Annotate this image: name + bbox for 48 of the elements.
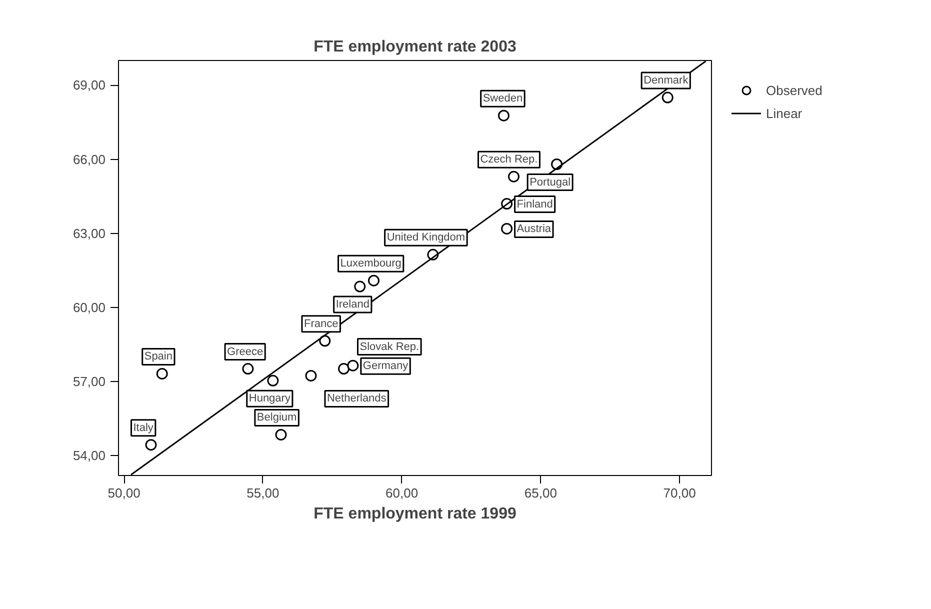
point bbox=[338, 363, 350, 375]
annotation: Sweden bbox=[482, 92, 523, 105]
point bbox=[275, 429, 287, 440]
point bbox=[347, 360, 359, 372]
annotation: Italy bbox=[133, 422, 154, 434]
point bbox=[267, 374, 279, 386]
point bbox=[156, 368, 168, 380]
y-tick-label: 69,00 bbox=[72, 78, 106, 93]
x-tick-label: 50,00 bbox=[108, 486, 140, 500]
legend-label: Observed bbox=[766, 82, 822, 98]
point bbox=[508, 170, 520, 182]
annotation: Hungary bbox=[248, 392, 291, 405]
chart-title: FTE employment rate 2003 bbox=[314, 38, 516, 56]
annotation: Austria bbox=[516, 223, 552, 236]
point bbox=[662, 92, 674, 104]
y-tick-label: 60,00 bbox=[72, 300, 106, 316]
annotation: Netherlands bbox=[326, 392, 387, 405]
point bbox=[319, 335, 331, 347]
x-tick-label: 65,00 bbox=[524, 486, 557, 500]
annotation: Germany bbox=[362, 360, 409, 372]
annotation: Slovak Rep. bbox=[360, 340, 420, 353]
annotation: Spain bbox=[144, 350, 172, 363]
annotation: Czech Rep. bbox=[480, 154, 538, 166]
x-tick-label: 55,00 bbox=[246, 486, 280, 500]
point bbox=[145, 439, 157, 451]
y-tick-label: 66,00 bbox=[72, 152, 106, 167]
point bbox=[498, 110, 510, 122]
annotation: Portugal bbox=[530, 176, 571, 188]
legend-label: Linear bbox=[766, 106, 802, 120]
annotation: Belgium bbox=[256, 412, 297, 424]
point bbox=[501, 222, 513, 234]
x-tick-label: 60,00 bbox=[386, 486, 418, 500]
annotation: Ireland bbox=[336, 298, 370, 311]
annotation: France bbox=[304, 318, 338, 330]
point bbox=[368, 274, 380, 286]
annotation: United Kingdom bbox=[386, 232, 466, 244]
point bbox=[354, 280, 366, 292]
x-axis-title: FTE employment rate 1999 bbox=[314, 506, 516, 522]
y-tick-label: 63,00 bbox=[72, 226, 106, 241]
y-tick-label: 57,00 bbox=[72, 374, 106, 390]
point bbox=[305, 370, 317, 382]
annotation: Denmark bbox=[644, 74, 689, 87]
point bbox=[242, 363, 254, 375]
annotation: Greece bbox=[227, 346, 264, 358]
annotation: Luxembourg bbox=[340, 258, 402, 270]
x-tick-label: 70,00 bbox=[663, 486, 696, 500]
annotation: Finland bbox=[516, 198, 553, 210]
y-tick-label: 54,00 bbox=[72, 448, 106, 464]
